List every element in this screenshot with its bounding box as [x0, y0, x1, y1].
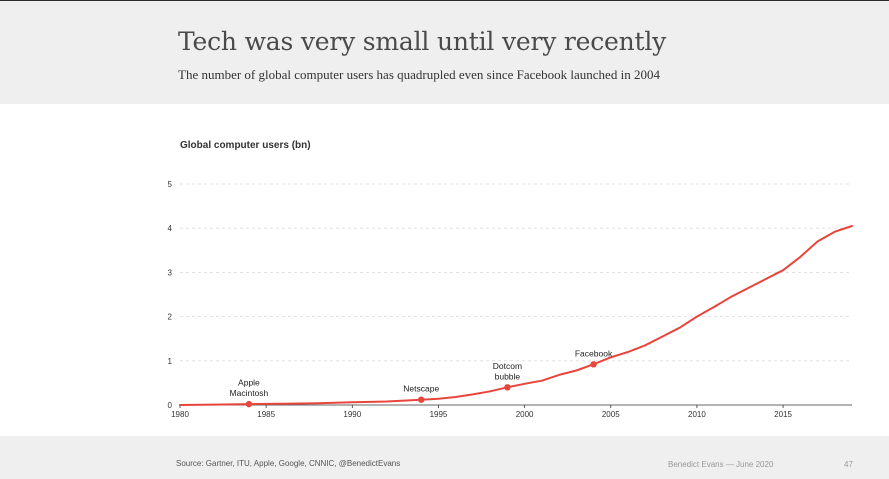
series-layer — [179, 225, 853, 406]
x-tick-label: 1985 — [257, 410, 275, 419]
axes: 0 1 2 3 4 5 1980 1985 1990 1995 2000 2005 2010 2015 — [168, 180, 852, 419]
annotation-label: Facebook — [575, 348, 613, 358]
y-tick-label: 5 — [168, 180, 173, 189]
grid-lines — [180, 183, 852, 362]
annotation-marker — [418, 396, 425, 403]
top-border — [0, 0, 889, 1]
slide-footer: Source: Gartner, ITU, Apple, Google, CNN… — [0, 436, 889, 479]
annotation-label: bubble — [495, 371, 521, 381]
x-tick-label: 1980 — [171, 410, 189, 419]
slide-header: Tech was very small until very recently … — [0, 1, 889, 104]
annotation-label: Dotcom — [493, 361, 522, 371]
page-number: 47 — [844, 460, 853, 469]
annotation-marker — [245, 400, 253, 408]
y-tick-label: 3 — [168, 268, 173, 277]
y-tick-label: 1 — [168, 357, 173, 366]
slide-title: Tech was very small until very recently — [178, 27, 667, 56]
chart-title: Global computer users (bn) — [180, 140, 311, 151]
x-tick-label: 2015 — [774, 410, 792, 419]
source-note: Source: Gartner, ITU, Apple, Google, CNN… — [176, 459, 401, 468]
y-tick-label: 4 — [168, 224, 173, 233]
annotation-label: Apple — [238, 378, 260, 388]
y-tick-label: 0 — [168, 401, 173, 410]
line-chart: Global computer users (bn) 0 1 2 3 4 5 1980 198… — [168, 140, 853, 419]
slide-subtitle: The number of global computer users has … — [178, 67, 660, 82]
series-line-computer-users — [179, 225, 853, 406]
y-tick-label: 2 — [168, 313, 173, 322]
annotation-label: Macintosh — [230, 388, 269, 398]
author-credit: Benedict Evans — June 2020 — [668, 460, 774, 469]
annotation-marker — [590, 361, 597, 368]
x-tick-label: 1990 — [343, 410, 361, 419]
x-tick-label: 1995 — [430, 410, 448, 419]
x-tick-label: 2005 — [602, 410, 620, 419]
x-tick-label: 2010 — [688, 410, 706, 419]
annotation-label: Netscape — [403, 384, 439, 394]
annotation-marker — [504, 384, 511, 391]
x-tick-label: 2000 — [516, 410, 534, 419]
